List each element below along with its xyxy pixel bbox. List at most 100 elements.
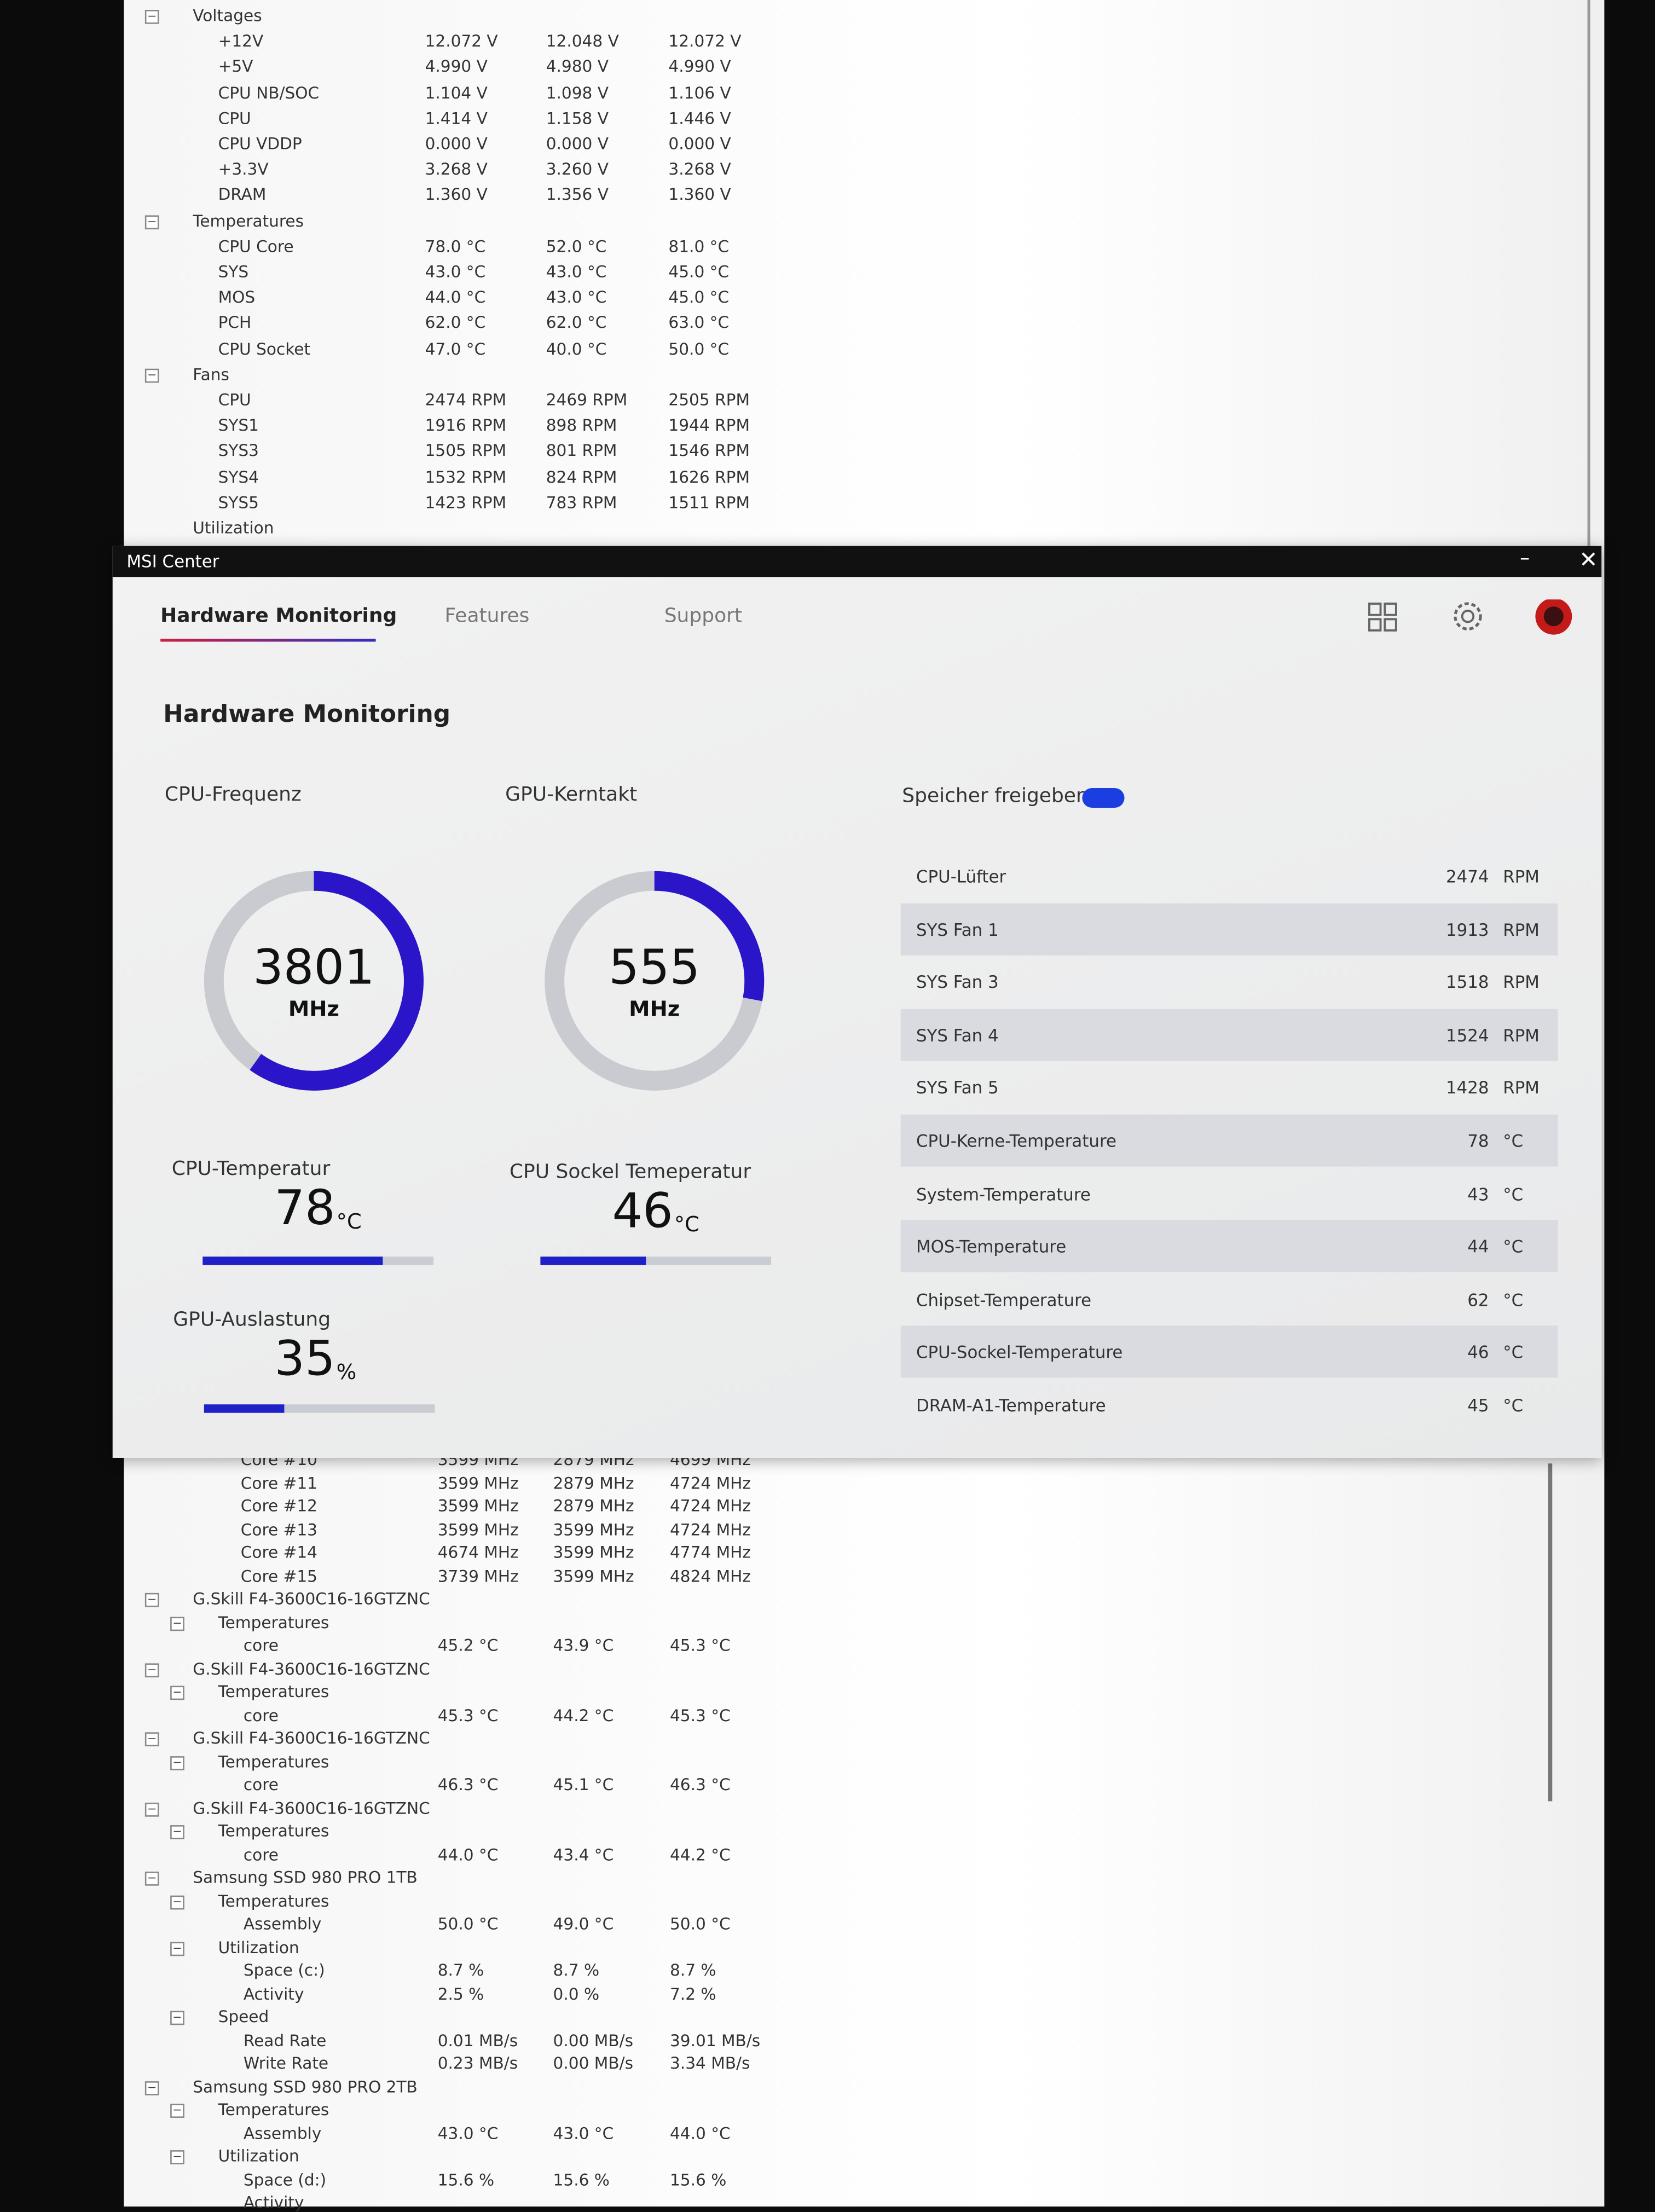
sensor-name: SYS Fan 3 xyxy=(916,972,999,993)
sensor-value: 44.2 °C xyxy=(669,1844,731,1864)
sensor-value: 44 xyxy=(1467,1237,1489,1257)
sensor-name: SYS Fan 1 xyxy=(916,919,999,940)
sensor-value: 1.360 V xyxy=(425,184,488,205)
sensor-value: 8.7 % xyxy=(437,1960,484,1980)
sensor-label: Samsung SSD 980 PRO 1TB xyxy=(193,1867,418,1887)
expand-toggle[interactable]: − xyxy=(170,1755,184,1770)
sensor-label: Temperatures xyxy=(218,1681,329,1701)
sensor-label: Temperatures xyxy=(218,1751,329,1771)
sensor-value: 8.7 % xyxy=(669,1960,716,1980)
sensor-name: DRAM-A1-Temperature xyxy=(916,1395,1106,1416)
expand-toggle[interactable]: − xyxy=(144,1802,159,1816)
tab[interactable]: Support xyxy=(664,605,743,628)
sensor-label: +3.3V xyxy=(218,159,269,179)
sensor-label: Assembly xyxy=(243,1914,322,1934)
sensor-value: 8.7 % xyxy=(553,1960,600,1980)
meter-label: CPU-Temperatur xyxy=(171,1158,331,1181)
expand-toggle[interactable]: − xyxy=(170,2104,184,2118)
sensor-label: CPU xyxy=(218,108,251,128)
sensor-name: System-Temperature xyxy=(916,1184,1091,1205)
sensor-value: 46.3 °C xyxy=(437,1774,499,1794)
sensor-label: CPU VDDP xyxy=(218,134,302,154)
expand-toggle[interactable]: − xyxy=(144,2080,159,2095)
expand-toggle[interactable]: − xyxy=(144,9,159,24)
sensor-value: 1.098 V xyxy=(546,82,609,102)
sensor-unit: °C xyxy=(1503,1343,1524,1363)
sensor-label: G.Skill F4-3600C16-16GTZNC xyxy=(193,1728,430,1748)
sensor-unit: °C xyxy=(1503,1131,1524,1151)
sensor-value: 3599 MHz xyxy=(553,1565,634,1585)
sensor-value: 783 RPM xyxy=(546,492,617,512)
expand-toggle[interactable]: − xyxy=(144,215,159,229)
sensor-value: 1.414 V xyxy=(425,108,488,128)
sensor-value: 50.0 °C xyxy=(669,1914,731,1934)
sensor-value: 3.268 V xyxy=(425,159,488,179)
sensor-value: 3739 MHz xyxy=(437,1565,519,1585)
close-button[interactable]: ✕ xyxy=(1579,546,1598,573)
sensor-value: 39.01 MB/s xyxy=(669,2030,761,2050)
sensor-label: +12V xyxy=(218,31,264,51)
sensor-label: Activity xyxy=(243,2192,304,2212)
gauge-unit: MHz xyxy=(629,996,680,1022)
sensor-label: MOS xyxy=(218,287,256,308)
tab[interactable]: Hardware Monitoring xyxy=(160,605,397,628)
sensor-value: 1944 RPM xyxy=(668,415,750,436)
profile-icon[interactable] xyxy=(1535,599,1572,635)
sensor-label: Samsung SSD 980 PRO 2TB xyxy=(193,2076,418,2097)
sensor-row-bg xyxy=(900,1220,1558,1273)
sensor-value: 2879 MHz xyxy=(553,1472,634,1492)
tab[interactable]: Features xyxy=(444,605,530,628)
tab-underline xyxy=(160,639,376,642)
memory-button[interactable] xyxy=(1082,787,1125,808)
sensor-value: 4824 MHz xyxy=(669,1565,751,1585)
expand-toggle[interactable]: − xyxy=(170,1616,184,1630)
sensor-value: 15.6 % xyxy=(553,2169,610,2189)
meter-bar xyxy=(540,1256,647,1265)
settings-icon[interactable] xyxy=(1454,602,1482,630)
expand-toggle[interactable]: − xyxy=(170,1895,184,1909)
expand-toggle[interactable]: − xyxy=(170,2011,184,2025)
sensor-unit: °C xyxy=(1503,1237,1524,1257)
sensor-value: 15.6 % xyxy=(669,2169,727,2189)
sensor-value: 3.260 V xyxy=(546,159,609,179)
expand-toggle[interactable]: − xyxy=(170,1686,184,1700)
expand-toggle[interactable]: − xyxy=(170,2150,184,2164)
sensor-unit: RPM xyxy=(1503,866,1540,887)
sensor-value: 43.4 °C xyxy=(553,1844,614,1864)
sensor-row-bg xyxy=(900,1326,1558,1379)
sensor-value: 45.0 °C xyxy=(668,287,730,308)
sensor-value: 2474 xyxy=(1445,866,1489,887)
sensor-name: CPU-Sockel-Temperature xyxy=(916,1343,1123,1363)
meter-value: 78 xyxy=(274,1180,335,1237)
sensor-value: 44.2 °C xyxy=(553,1705,614,1725)
sensor-label: SYS1 xyxy=(218,415,259,436)
sensor-value: 78 xyxy=(1467,1131,1489,1151)
expand-toggle[interactable]: − xyxy=(144,1663,159,1677)
layout-icon[interactable] xyxy=(1368,603,1397,632)
sensor-value: 50.0 °C xyxy=(437,1914,499,1934)
memory-button-label[interactable]: Speicher freigeben xyxy=(902,785,1089,808)
sensor-label: Assembly xyxy=(243,2122,322,2142)
expand-toggle[interactable]: − xyxy=(144,368,159,383)
expand-toggle[interactable]: − xyxy=(144,1593,159,1607)
minimize-button[interactable]: – xyxy=(1520,547,1530,570)
sensor-value: 47.0 °C xyxy=(425,338,486,358)
expand-toggle[interactable]: − xyxy=(170,1825,184,1839)
sensor-label: core xyxy=(243,1635,279,1655)
sensor-name: CPU-Kerne-Temperature xyxy=(916,1131,1117,1151)
sensor-value: 0.000 V xyxy=(425,134,488,154)
sensor-row-bg xyxy=(900,1009,1558,1061)
expand-toggle[interactable]: − xyxy=(144,1732,159,1747)
sensor-unit: RPM xyxy=(1503,1026,1540,1046)
sensor-value: 43.0 °C xyxy=(546,287,607,308)
sensor-label: Space (d:) xyxy=(243,2169,327,2189)
expand-toggle[interactable]: − xyxy=(144,1871,159,1886)
sensor-value: 43 xyxy=(1467,1184,1489,1205)
sensor-unit: RPM xyxy=(1503,919,1540,940)
sensor-value: 2.5 % xyxy=(437,1983,484,2003)
meter-value: 46 xyxy=(612,1183,673,1240)
window-title: MSI Center xyxy=(126,551,219,571)
expand-toggle[interactable]: − xyxy=(170,1941,184,1955)
sensor-value: 898 RPM xyxy=(546,415,617,436)
sensor-value: 2879 MHz xyxy=(553,1496,634,1516)
